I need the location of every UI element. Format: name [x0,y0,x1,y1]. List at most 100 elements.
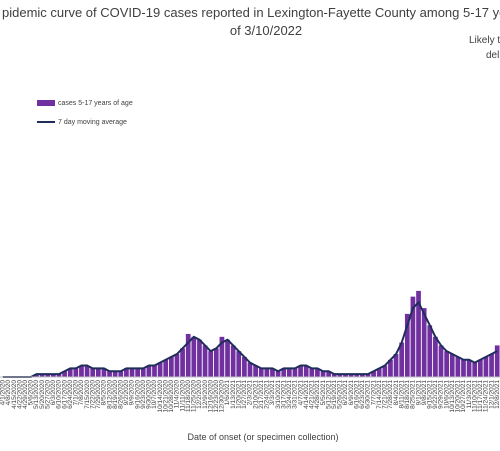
chart-subtitle: of 3/10/2022 [230,23,302,38]
bar [67,368,73,377]
bar [343,374,348,377]
bar [270,368,275,377]
bar [247,362,253,377]
bar [315,368,320,377]
x-tick-label: 4/22/2020 [16,380,23,409]
x-tick-label: 8/11/2021 [398,380,405,409]
bar [101,368,107,377]
bar [230,345,236,377]
bar [337,374,343,377]
x-tick-label: 3/24/2021 [286,380,293,409]
x-tick-label: 7/14/2021 [376,380,383,409]
x-tick-label: 5/5/2021 [320,380,327,406]
bar [34,374,39,377]
bar [477,359,483,377]
x-tick-label: 1/6/2021 [224,380,231,406]
legend-label: 7 day moving average [58,119,127,126]
x-tick-label: 4/28/2021 [314,380,321,409]
x-tick-label: 12/9/2020 [202,380,209,409]
x-tick-label: 8/4/2021 [393,380,400,406]
bar [152,365,157,377]
x-tick-label: 9/30/2020 [146,380,153,409]
bar [208,351,214,377]
bar [73,368,79,377]
x-tick-label: 3/17/2021 [280,380,287,409]
bar [371,371,376,377]
bar [236,351,242,377]
x-tick-label: 11/17/2021 [477,380,484,412]
x-tick-label: 9/9/2020 [129,380,136,406]
bar [427,325,433,377]
bar [140,368,146,377]
bar [404,313,410,377]
x-tick-label: 4/8/2020 [5,380,12,406]
bar [292,368,298,377]
x-axis-title: Date of onset (or specimen collection) [187,432,338,442]
x-tick-label: 2/24/2021 [264,380,271,409]
bar [309,368,315,377]
bar [275,371,281,377]
bar [281,368,287,377]
bar [129,368,135,377]
bar [90,368,96,377]
x-tick-label: 9/2/2020 [123,380,130,406]
bar [264,368,270,377]
moving-average-line [2,300,498,378]
x-tick-label: 6/2/2021 [342,380,349,406]
bar [466,359,472,377]
bar [298,365,303,377]
x-tick-label: 7/1/2020 [73,380,80,406]
x-tick-label: 11/10/2021 [471,380,478,412]
bar [95,368,101,377]
bar [393,354,399,377]
bar [242,356,247,377]
chart-title: pidemic curve of COVID-19 cases reported… [2,5,500,20]
x-tick-label: 12/16/2020 [207,380,214,413]
x-tick-label: 2/10/2021 [252,380,259,409]
bar [258,368,264,377]
x-tick-label: 6/16/2021 [353,380,360,409]
bar [286,368,292,377]
bar [444,351,449,377]
x-tick-label: 6/30/2021 [365,380,372,409]
bar [461,359,466,377]
bar [376,368,382,377]
x-tick-label: 10/13/2021 [449,380,456,413]
x-tick-label: 11/4/2020 [174,380,181,409]
x-tick-label: 10/27/2021 [460,380,467,413]
x-tick-label: 6/17/2020 [61,380,68,409]
x-tick-label: 1/13/2021 [230,380,237,409]
x-tick-label: 9/1/2021 [415,380,422,406]
bar [438,345,444,377]
bar [39,374,45,377]
x-tick-label: 4/21/2021 [309,380,316,409]
bar [360,374,365,377]
x-tick-label: 9/22/2021 [432,380,439,409]
bar [410,296,416,377]
x-tick-label: 12/1/2021 [488,380,495,409]
x-tick-label: 12/8/2021 [494,380,500,409]
legend-label: cases 5-17 years of age [58,100,133,107]
x-tick-label: 6/10/2020 [56,380,63,409]
x-tick-label: 9/15/2021 [426,380,433,409]
bar [472,362,478,377]
legend: cases 5-17 years of age 7 day moving aver… [37,100,133,126]
bar [421,308,427,377]
bar [494,345,500,377]
bar [433,336,438,377]
bar [382,365,388,377]
x-tick-label: 10/21/2020 [162,380,169,413]
x-tick-label: 4/7/2021 [297,380,304,406]
bar [146,365,152,377]
x-tick-label: 5/26/2021 [337,380,344,409]
x-tick-label: 11/18/2020 [185,380,192,412]
x-tick-label: 5/27/2020 [44,380,51,409]
x-tick-label: 1/20/2021 [235,380,242,409]
bar [449,354,455,377]
x-tick-label: 4/1/2020 [0,380,7,406]
x-tick-label: 9/8/2021 [421,380,428,406]
bar [455,356,461,377]
bar [416,290,421,377]
x-tick-label: 3/31/2021 [292,380,299,409]
x-tick-label: 4/29/2020 [22,380,29,409]
